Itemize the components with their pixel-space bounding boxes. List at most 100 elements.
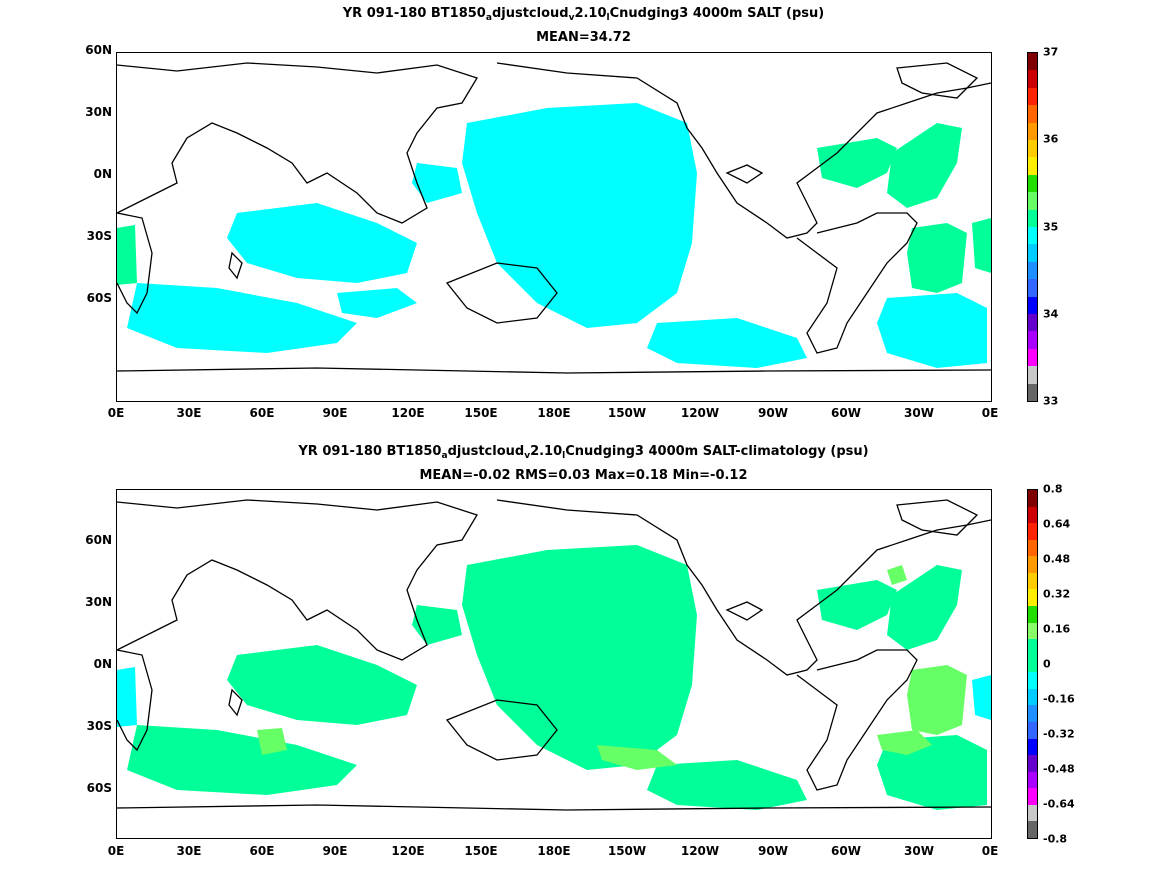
colorbar-segment	[1028, 261, 1037, 280]
panel1-coastlines	[117, 62, 991, 374]
panel2-ylabel-30n: 30N	[85, 595, 112, 609]
colorbar-segment	[1028, 105, 1037, 124]
colorbar-segment	[1028, 70, 1037, 89]
panel2-map	[116, 489, 992, 839]
panel2-xlabel: 0E	[981, 844, 999, 858]
panel2-xlabel: 90W	[758, 844, 788, 858]
colorbar-segment	[1028, 589, 1037, 607]
panel2-xlabel: 60W	[831, 844, 861, 858]
panel1-colorbar-label: 35	[1043, 220, 1059, 234]
panel1-xlabel: 30E	[176, 406, 202, 420]
panel1-colorbar-label: 34	[1043, 307, 1059, 321]
colorbar-segment	[1028, 523, 1037, 541]
colorbar-segment	[1028, 227, 1037, 245]
panel1-xlabel: 90W	[758, 406, 788, 420]
colorbar-segment	[1028, 490, 1037, 508]
panel1-xlabel: 0E	[107, 406, 125, 420]
panel2-colorbar-label: 0	[1043, 657, 1051, 671]
colorbar-segment	[1028, 348, 1037, 367]
panel2-colorbar-label: -0.32	[1043, 727, 1075, 741]
panel1-xlabel: 60E	[249, 406, 275, 420]
colorbar-segment	[1028, 140, 1037, 158]
colorbar-segment	[1028, 296, 1037, 315]
panel2-colorbar-label: 0.8	[1043, 482, 1063, 496]
panel2-xlabel: 150W	[607, 844, 647, 858]
colorbar-segment	[1028, 722, 1037, 740]
panel2-colorbar-label: 0.64	[1043, 517, 1071, 531]
panel2-green-regions	[127, 545, 987, 810]
colorbar-segment	[1028, 672, 1037, 690]
panel2-xlabel: 90E	[322, 844, 348, 858]
panel1-xlabel: 180E	[537, 406, 571, 420]
panel2-title: YR 091-180 BT1850adjustcloudv2.10lCnudgi…	[298, 444, 869, 461]
colorbar-segment	[1028, 738, 1037, 756]
colorbar-segment	[1028, 771, 1037, 789]
panel1-xlabel: 0E	[981, 406, 999, 420]
colorbar-segment	[1028, 688, 1037, 706]
colorbar-segment	[1028, 606, 1037, 624]
panel1-xlabel: 90E	[322, 406, 348, 420]
panel1-xlabel: 60W	[831, 406, 861, 420]
colorbar-segment	[1028, 539, 1037, 557]
colorbar-segment	[1028, 366, 1037, 385]
colorbar-segment	[1028, 192, 1037, 211]
panel2-cyan-regions	[117, 667, 991, 727]
panel2-ylabel-60n: 60N	[85, 533, 112, 547]
panel1-colorbar-label: 37	[1043, 45, 1059, 59]
colorbar-segment	[1028, 87, 1037, 106]
colorbar-segment	[1028, 655, 1037, 673]
colorbar-segment	[1028, 556, 1037, 574]
panel1-ylabel-60n: 60N	[85, 43, 112, 57]
panel1-colorbar-label: 33	[1043, 394, 1059, 408]
colorbar-segment	[1028, 705, 1037, 723]
panel2-xlabel: 30W	[904, 844, 934, 858]
colorbar-segment	[1028, 157, 1037, 176]
colorbar-segment	[1028, 383, 1037, 402]
panel2-colorbar-label: 0.32	[1043, 587, 1071, 601]
panel2-colorbar-label: -0.48	[1043, 762, 1075, 776]
colorbar-segment	[1028, 174, 1037, 193]
colorbar-segment	[1028, 804, 1037, 822]
colorbar-segment	[1028, 639, 1037, 657]
colorbar-segment	[1028, 53, 1037, 71]
panel2-colorbar-label: 0.48	[1043, 552, 1071, 566]
panel2-xlabel: 120W	[680, 844, 720, 858]
panel2-subtitle: MEAN=-0.02 RMS=0.03 Max=0.18 Min=-0.12	[419, 468, 748, 483]
panel2-colorbar-label: -0.64	[1043, 797, 1075, 811]
panel1-green-regions	[117, 123, 991, 293]
panel2-xlabel: 120E	[391, 844, 425, 858]
panel2-ylabel-0n: 0N	[93, 657, 112, 671]
panel2-xlabel: 0E	[107, 844, 125, 858]
panel2-coastlines	[117, 499, 991, 811]
panel1-title: YR 091-180 BT1850adjustcloudv2.10lCnudgi…	[342, 6, 825, 23]
panel1-ylabel-60s: 60S	[86, 291, 112, 305]
panel2-colorbar-label: 0.16	[1043, 622, 1071, 636]
colorbar-segment	[1028, 122, 1037, 141]
panel2-lightgreen-regions	[257, 565, 967, 770]
panel2-xlabel: 60E	[249, 844, 275, 858]
colorbar-segment	[1028, 572, 1037, 590]
colorbar-segment	[1028, 821, 1037, 839]
panel2-ylabel-60s: 60S	[86, 781, 112, 795]
colorbar-segment	[1028, 331, 1037, 350]
panel1-xlabel: 150E	[464, 406, 498, 420]
panel1-map	[116, 52, 992, 402]
colorbar-segment	[1028, 755, 1037, 773]
panel1-ylabel-30s: 30S	[86, 229, 112, 243]
colorbar-segment	[1028, 244, 1037, 263]
panel2-colorbar-label: -0.16	[1043, 692, 1075, 706]
panel1-xlabel: 120E	[391, 406, 425, 420]
colorbar-segment	[1028, 506, 1037, 524]
panel1-cyan-regions	[127, 103, 987, 368]
colorbar-segment	[1028, 788, 1037, 806]
panel1-colorbar-label: 36	[1043, 132, 1059, 146]
colorbar-segment	[1028, 314, 1037, 332]
colorbar-segment	[1028, 279, 1037, 298]
panel2-xlabel: 150E	[464, 844, 498, 858]
panel2-colorbar	[1027, 489, 1038, 839]
panel1-xlabel: 120W	[680, 406, 720, 420]
panel2-xlabel: 180E	[537, 844, 571, 858]
panel1-subtitle: MEAN=34.72	[536, 30, 631, 45]
colorbar-segment	[1028, 209, 1037, 228]
panel2-xlabel: 30E	[176, 844, 202, 858]
